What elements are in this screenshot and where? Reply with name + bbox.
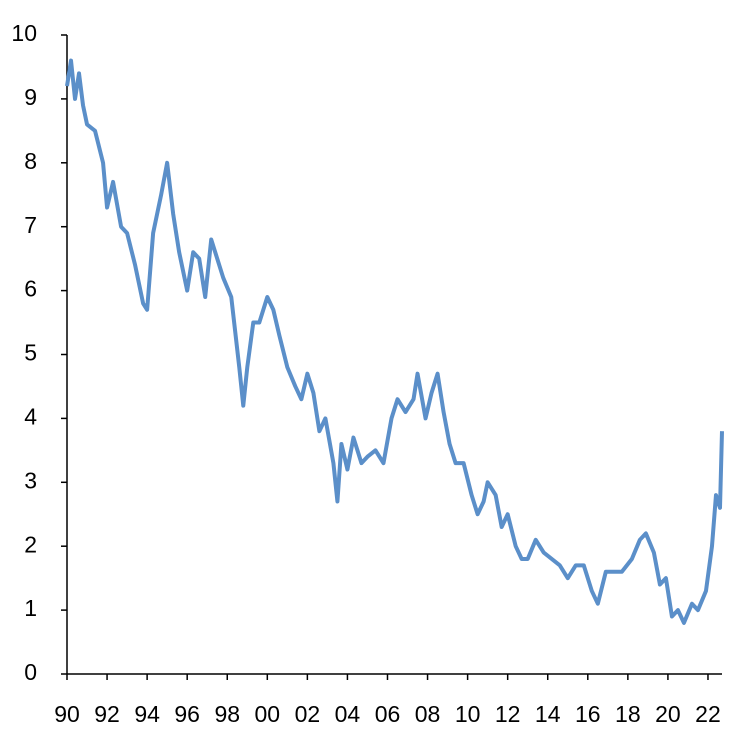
x-tick-label: 18 (615, 701, 641, 727)
y-tick-label: 3 (24, 467, 37, 493)
x-tick-label: 20 (655, 701, 681, 727)
x-tick-label: 08 (415, 701, 441, 727)
y-tick-label: 0 (24, 659, 37, 685)
x-tick-label: 96 (174, 701, 200, 727)
x-tick-label: 00 (255, 701, 281, 727)
y-tick-label: 2 (24, 531, 37, 557)
y-tick-label: 8 (24, 148, 37, 174)
y-tick-label: 9 (24, 84, 37, 110)
x-tick-label: 10 (455, 701, 481, 727)
x-tick-label: 06 (375, 701, 401, 727)
x-tick-label: 04 (335, 701, 361, 727)
x-tick-label: 92 (94, 701, 120, 727)
y-tick-label: 5 (24, 340, 37, 366)
data-line (65, 58, 724, 625)
y-tick-label: 7 (24, 212, 37, 238)
x-tick-label: 12 (495, 701, 521, 727)
x-tick-label: 02 (295, 701, 321, 727)
x-tick-label: 14 (535, 701, 561, 727)
x-tick-label: 94 (134, 701, 160, 727)
y-tick-label: 6 (24, 276, 37, 302)
y-tick-label: 1 (24, 595, 37, 621)
y-tick-label: 4 (24, 403, 37, 429)
x-tick-label: 90 (54, 701, 80, 727)
x-tick-label: 22 (695, 701, 721, 727)
x-tick-label: 16 (575, 701, 601, 727)
y-tick-label: 10 (11, 20, 37, 46)
x-tick-label: 98 (214, 701, 240, 727)
